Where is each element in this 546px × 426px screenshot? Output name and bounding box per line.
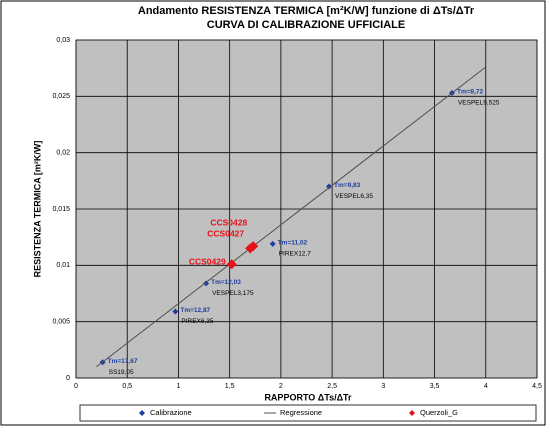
data-point bbox=[172, 308, 179, 315]
y-tick-label: 0,015 bbox=[52, 206, 70, 213]
point-label: Tm=12,87 bbox=[180, 307, 210, 314]
chart-subtitle: CURVA DI CALIBRAZIONE UFFICIALE bbox=[207, 19, 405, 31]
point-sublabel: VESPEL6,35 bbox=[335, 193, 373, 200]
point-label: CCS0429 bbox=[189, 256, 226, 266]
x-tick-label: 1 bbox=[176, 383, 180, 390]
y-tick-label: 0,02 bbox=[56, 150, 70, 157]
legend-frame bbox=[79, 404, 537, 422]
point-label: Tm=12,03 bbox=[211, 279, 241, 286]
x-tick-label: 3 bbox=[381, 383, 385, 390]
chart-title: Andamento RESISTENZA TERMICA [m²K/W] fun… bbox=[138, 5, 475, 17]
point-label: Tm=9,83 bbox=[334, 182, 361, 189]
point-sublabel: VESPEL9,525 bbox=[458, 100, 500, 107]
x-tick-label: 0 bbox=[74, 383, 78, 390]
point-label: Tm=11,02 bbox=[278, 240, 308, 247]
legend-swatch bbox=[409, 410, 415, 416]
point-sublabel: PIREX12,7 bbox=[279, 251, 312, 258]
x-tick-label: 3,5 bbox=[430, 383, 440, 390]
data-point bbox=[248, 241, 259, 252]
x-axis-label: RAPPORTO ΔTs/ΔTr bbox=[264, 392, 352, 402]
point-sublabel: PIREX6,35 bbox=[181, 318, 214, 325]
point-sublabel: VESPEL3,175 bbox=[212, 290, 254, 297]
legend-swatch bbox=[139, 410, 145, 416]
data-point bbox=[226, 259, 237, 270]
legend-label: Regressione bbox=[280, 408, 322, 417]
x-tick-label: 1,5 bbox=[225, 383, 235, 390]
x-tick-label: 4,5 bbox=[532, 383, 542, 390]
data-point bbox=[269, 240, 276, 247]
legend-label: Querzoli_G bbox=[420, 408, 458, 417]
y-axis-label: RESISTENZA TERMICA [m²K/W] bbox=[32, 141, 42, 278]
y-tick-label: 0,005 bbox=[52, 319, 70, 326]
regression-line bbox=[96, 66, 487, 368]
point-sublabel: SS19,05 bbox=[109, 369, 134, 376]
y-tick-label: 0,03 bbox=[56, 37, 70, 44]
point-label: CCS0428 bbox=[210, 217, 247, 227]
point-label: CCS0427 bbox=[207, 229, 244, 239]
y-tick-label: 0,01 bbox=[56, 262, 70, 269]
y-tick-label: 0 bbox=[66, 375, 70, 382]
x-tick-label: 0,5 bbox=[122, 383, 132, 390]
x-tick-label: 2,5 bbox=[327, 383, 337, 390]
point-label: Tm=8,72 bbox=[457, 89, 484, 96]
x-tick-label: 4 bbox=[484, 383, 488, 390]
y-tick-label: 0,025 bbox=[52, 93, 70, 100]
data-point bbox=[203, 280, 210, 287]
x-tick-label: 2 bbox=[279, 383, 283, 390]
data-point bbox=[326, 183, 333, 190]
legend-label: Calibrazione bbox=[150, 408, 192, 417]
point-label: Tm=17,67 bbox=[108, 358, 138, 365]
